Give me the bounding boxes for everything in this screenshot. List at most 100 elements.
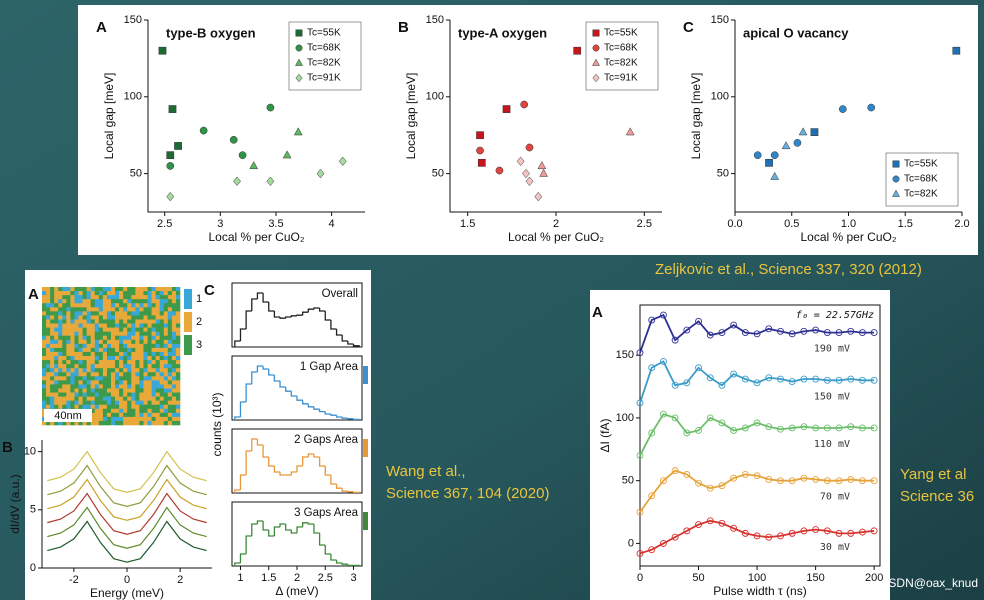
legend-swatch [184,312,192,332]
histogram-step [347,564,354,567]
texture [50,331,55,337]
texture [151,416,156,422]
point [765,325,773,333]
point [238,151,247,160]
texture [143,287,148,292]
panel-label: 3 Gaps Area [294,507,359,519]
legend-swatch [184,289,192,309]
texture [106,356,112,361]
texture [131,351,136,357]
texture [143,303,148,308]
texture [127,303,132,308]
point [777,375,784,383]
texture [106,360,112,365]
histogram-step [318,409,326,413]
texture [94,392,100,397]
texture [86,364,92,369]
texture [50,335,55,341]
texture [102,347,108,353]
texture [102,356,108,361]
texture [94,327,100,332]
texture [86,303,92,308]
histogram-step [251,371,258,384]
texture [167,291,173,296]
texture [86,287,92,292]
texture [167,356,173,361]
histogram-step [318,457,326,467]
texture [74,295,79,300]
texture [147,392,152,397]
texture [66,319,71,324]
texture [115,351,120,357]
histogram-step [245,535,252,554]
x-axis-label: Energy (meV) [90,586,164,600]
texture [171,356,177,361]
texture [82,311,87,316]
texture [147,368,152,373]
texture [115,396,120,401]
texture [50,384,55,389]
texture [54,323,59,328]
texture [94,311,100,316]
texture [62,351,67,357]
legend-marker [592,29,600,37]
texture [66,380,71,385]
texture [131,339,136,345]
texture [70,331,75,337]
texture [90,299,96,304]
histogram-step [313,524,320,534]
texture [167,380,173,385]
texture [123,311,128,316]
citation: Wang et al., [386,463,465,480]
texture [175,360,181,365]
texture [74,372,79,377]
texture [111,400,116,406]
texture [111,404,116,410]
texture [90,331,96,337]
texture [139,392,144,397]
texture [155,360,161,365]
texture [131,364,136,369]
texture [159,303,165,308]
histogram-step [239,328,247,341]
histogram-step [335,329,343,336]
point [812,375,820,383]
texture [70,343,75,349]
point [867,103,876,112]
panel-letter: C [683,19,694,36]
texture [90,392,96,397]
texture [111,420,116,426]
texture [78,368,83,373]
texture [62,364,67,369]
texture [163,368,169,373]
point [495,166,504,175]
texture [151,327,156,332]
texture [86,376,92,381]
texture [167,323,173,328]
texture [86,400,92,406]
point [753,472,761,480]
texture [167,376,173,381]
texture [62,400,67,406]
texture [139,323,144,328]
texture [119,335,124,341]
texture [115,420,120,426]
texture [139,311,144,316]
y-axis-label: counts (10³) [210,392,224,456]
texture [123,299,128,304]
texture [167,315,173,320]
texture [86,295,92,300]
texture [115,347,120,353]
texture [98,307,104,312]
texture [66,323,71,328]
texture [163,388,169,393]
texture [66,343,71,349]
texture [102,396,108,401]
texture [135,307,140,312]
y-tick-label: 100 [711,91,729,103]
texture [58,392,63,397]
texture [70,356,75,361]
texture [106,335,112,341]
point [316,168,325,179]
point [823,477,831,485]
